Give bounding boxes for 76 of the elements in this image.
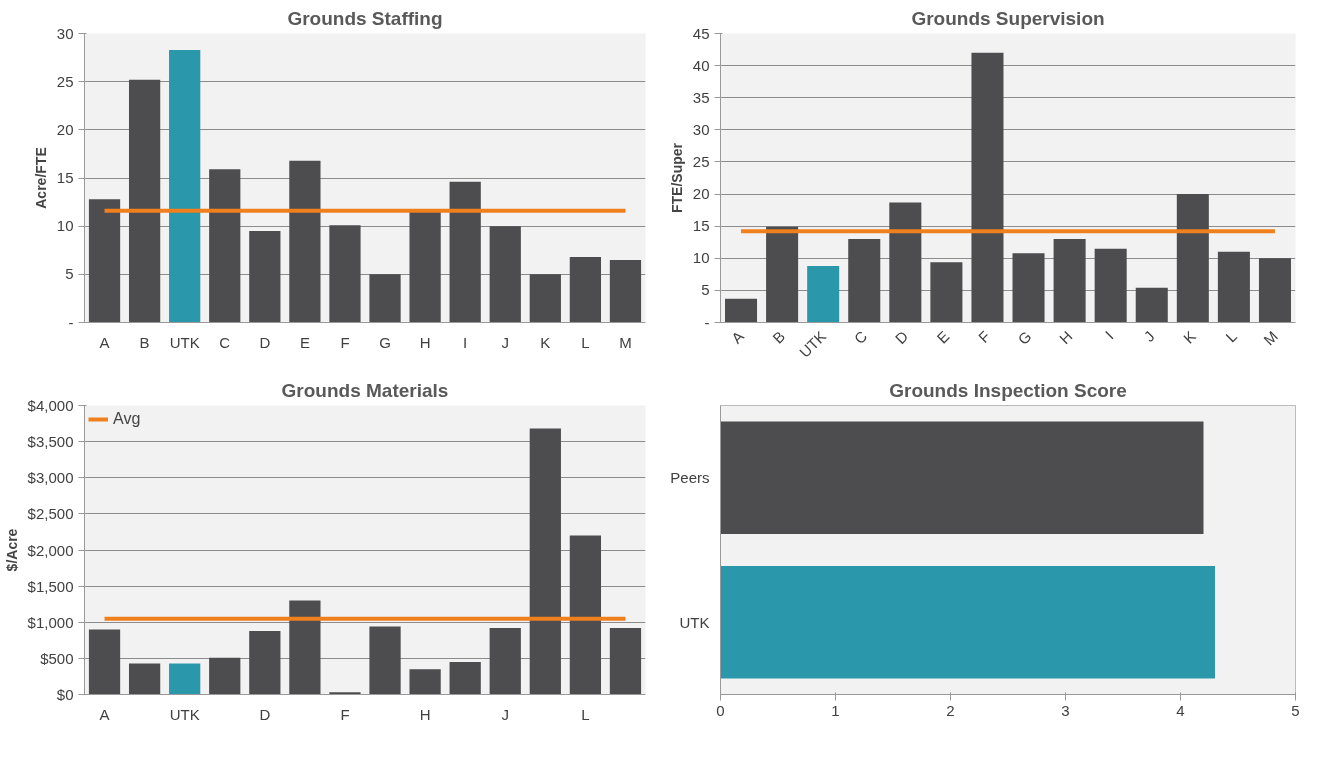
y-tick-label: 20 [56, 120, 74, 138]
x-tick-label: 1 [831, 701, 840, 719]
y-tick-label: $1,500 [27, 577, 74, 595]
y-tick-label: 30 [692, 120, 710, 138]
y-axis-title: Acre/FTE [32, 147, 49, 209]
x-tick-label: 5 [1291, 701, 1300, 719]
y-tick-label: 5 [701, 281, 710, 299]
chart-title: Grounds Materials [281, 379, 449, 401]
y-tick-label: 15 [692, 217, 710, 235]
y-tick-label: 5 [65, 265, 74, 283]
y-tick-label: 35 [692, 88, 710, 106]
x-tick-label: G [379, 333, 391, 351]
y-tick-label: 10 [56, 217, 74, 235]
y-tick-label: $500 [40, 649, 74, 667]
x-tick-label: A [99, 705, 110, 723]
y-tick-label: 10 [692, 249, 710, 267]
x-tick-label: D [259, 333, 271, 351]
y-tick-label: $4,000 [27, 397, 74, 414]
x-tick-label: B [139, 333, 150, 351]
x-tick-label: K [540, 333, 551, 351]
y-axis-title: FTE/Super [668, 142, 685, 213]
x-tick-label: H [419, 705, 431, 723]
x-tick-label: F [974, 327, 994, 346]
x-tick-label: 3 [1061, 701, 1070, 719]
y-axis-title: $/Acre [3, 528, 20, 572]
x-tick-label: L [581, 705, 590, 723]
chart-title: Grounds Staffing [287, 7, 443, 29]
legend-label: Avg [113, 410, 141, 428]
y-tick-label: - [704, 313, 710, 331]
x-tick-label: F [340, 333, 350, 351]
x-tick-label: J [1140, 327, 1158, 345]
x-tick-label: I [1101, 327, 1117, 343]
x-tick-label: D [891, 327, 912, 348]
y-tick-label: $2,000 [27, 541, 74, 559]
x-tick-label: M [1260, 327, 1281, 349]
x-tick-label: 2 [946, 701, 955, 719]
x-tick-label: C [850, 327, 871, 348]
y-tick-label: Peers [670, 469, 710, 487]
y-tick-label: $3,500 [27, 433, 74, 451]
x-tick-label: K [1179, 327, 1199, 347]
x-tick-label: H [1055, 327, 1076, 348]
x-tick-label: E [933, 327, 953, 347]
x-tick-label: D [259, 705, 271, 723]
x-tick-label: H [419, 333, 431, 351]
y-tick-label: 40 [692, 56, 710, 74]
x-tick-label: E [299, 333, 310, 351]
y-tick-label: 20 [692, 185, 710, 203]
x-tick-label: UTK [169, 333, 200, 351]
y-tick-label: $0 [56, 686, 74, 703]
chart-title: Grounds Supervision [911, 7, 1105, 29]
y-tick-label: $3,000 [27, 469, 74, 487]
x-tick-label: B [769, 327, 789, 347]
x-tick-label: 0 [716, 701, 725, 719]
y-tick-label: 15 [56, 169, 74, 186]
x-tick-label: L [1221, 327, 1240, 346]
x-tick-label: J [501, 705, 509, 723]
y-tick-label: UTK [679, 613, 710, 631]
x-tick-label: A [99, 333, 110, 351]
y-tick-label: 30 [56, 24, 74, 42]
y-tick-label: $1,000 [27, 613, 74, 631]
x-tick-label: G [1014, 327, 1035, 348]
y-tick-label: $2,500 [27, 505, 74, 523]
y-tick-label: 45 [692, 24, 710, 42]
x-tick-label: UTK [169, 705, 200, 723]
chart-title: Grounds Inspection Score [889, 379, 1127, 401]
y-tick-label: 25 [692, 152, 710, 170]
x-tick-label: C [219, 333, 231, 351]
y-tick-label: 25 [56, 72, 74, 90]
x-tick-label: F [340, 705, 350, 723]
x-tick-label: 4 [1176, 701, 1185, 719]
x-tick-label: L [581, 333, 590, 351]
x-tick-label: I [463, 333, 468, 351]
y-tick-label: - [68, 313, 74, 331]
x-tick-label: M [619, 333, 632, 351]
x-tick-label: A [727, 327, 748, 347]
x-tick-label: J [501, 333, 509, 351]
